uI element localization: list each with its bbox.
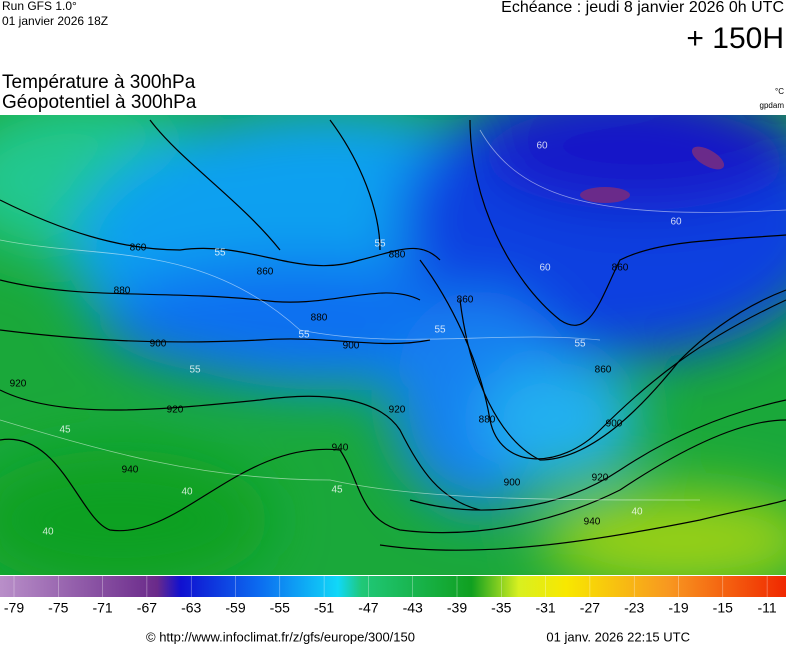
colorbar-label: -79 xyxy=(4,600,24,616)
generated-time: 01 janv. 2026 22:15 UTC xyxy=(546,629,690,644)
temperature-label: 55 xyxy=(434,325,446,336)
geopotential-label: 900 xyxy=(343,341,360,352)
colorbar xyxy=(0,576,786,597)
geopotential-label: 880 xyxy=(114,286,131,297)
unit: °C xyxy=(775,87,784,96)
geopotential-label: 900 xyxy=(606,419,623,430)
geopotential-label: 900 xyxy=(504,478,521,489)
temperature-label: 40 xyxy=(631,507,643,518)
title: Géopotentiel à 300hPa xyxy=(2,92,197,113)
colorbar-label: -19 xyxy=(668,600,688,616)
colorbar-label: -27 xyxy=(580,600,600,616)
geopotential-label: 920 xyxy=(389,405,406,416)
colorbar-label: -75 xyxy=(48,600,68,616)
geopotential-label: 940 xyxy=(584,517,601,528)
geopotential-label: 880 xyxy=(389,250,406,261)
temperature-label: 45 xyxy=(331,485,343,496)
colorbar-label: -67 xyxy=(137,600,157,616)
temperature-label: 40 xyxy=(181,487,193,498)
colorbar-label: -51 xyxy=(314,600,334,616)
colorbar-label: -43 xyxy=(403,600,423,616)
temperature-label: 55 xyxy=(574,339,586,350)
colorbar-label: -11 xyxy=(757,600,776,616)
colorbar-label: -35 xyxy=(491,600,511,616)
colorbar-label: -59 xyxy=(225,600,245,616)
colorbar-label: -55 xyxy=(270,600,290,616)
temperature-label: 55 xyxy=(298,330,310,341)
geopotential-label: 860 xyxy=(595,365,612,376)
geopotential-label: 880 xyxy=(311,313,328,324)
geopotential-label: 860 xyxy=(457,295,474,306)
lead-time: + 150H xyxy=(686,22,784,55)
geopotential-label: 940 xyxy=(332,443,349,454)
temperature-label: 55 xyxy=(214,248,226,259)
temperature-label: 40 xyxy=(42,527,54,538)
colorbar-label: -15 xyxy=(713,600,733,616)
geopotential-label: 940 xyxy=(122,465,139,476)
geopotential-label: 860 xyxy=(612,263,629,274)
geopotential-label: 860 xyxy=(130,243,147,254)
colorbar-label: -71 xyxy=(92,600,112,616)
colorbar-label: -63 xyxy=(181,600,201,616)
init-label: 01 janvier 2026 18Z xyxy=(2,14,108,28)
geopotential-label: 860 xyxy=(257,267,274,278)
temperature-label: 60 xyxy=(536,141,548,152)
valid-time: Echéance : jeudi 8 janvier 2026 0h UTC xyxy=(501,0,784,16)
run-label: Run GFS 1.0° xyxy=(2,0,77,13)
map xyxy=(0,115,786,575)
colorbar-label: -31 xyxy=(535,600,555,616)
source: © http://www.infoclimat.fr/z/gfs/europe/… xyxy=(146,629,415,644)
geopotential-label: 880 xyxy=(479,415,496,426)
geopotential-label: 920 xyxy=(592,473,609,484)
unit: gpdam xyxy=(760,101,785,110)
temperature-label: 60 xyxy=(670,217,682,228)
colorbar-label: -23 xyxy=(624,600,644,616)
geopotential-label: 920 xyxy=(167,405,184,416)
temperature-label: 55 xyxy=(374,239,386,250)
temperature-label: 45 xyxy=(59,425,71,436)
colorbar-label: -39 xyxy=(447,600,467,616)
colorbar-label: -47 xyxy=(358,600,378,616)
temperature-label: 60 xyxy=(539,263,551,274)
geopotential-label: 900 xyxy=(150,339,167,350)
title: Température à 300hPa xyxy=(2,72,196,93)
geopotential-label: 920 xyxy=(10,379,27,390)
temperature-label: 55 xyxy=(189,365,201,376)
